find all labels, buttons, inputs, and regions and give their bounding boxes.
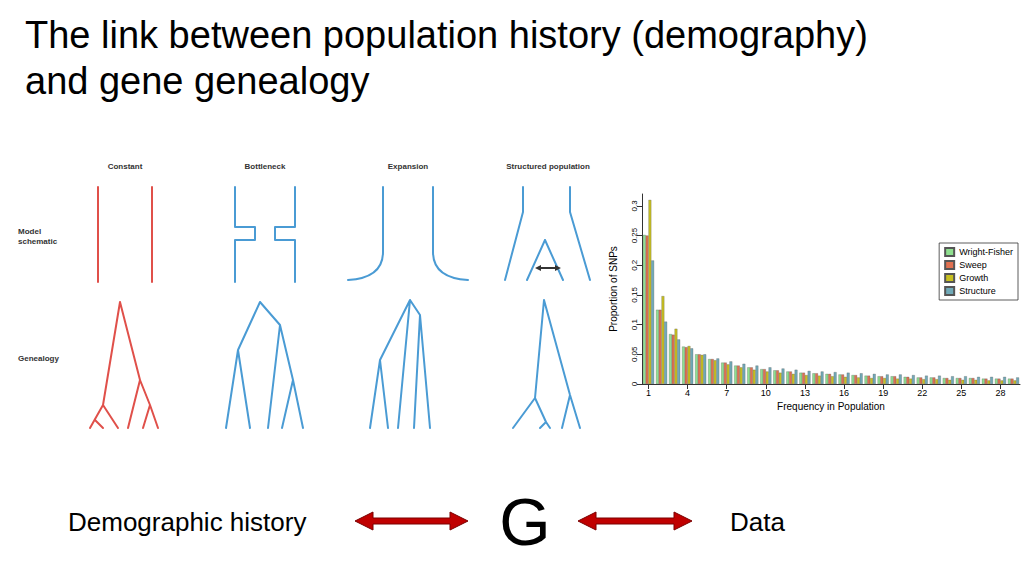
svg-text:1: 1 xyxy=(646,388,651,398)
svg-text:The link between population hi: The link between population history (dem… xyxy=(25,14,868,56)
svg-text:0.3: 0.3 xyxy=(630,200,639,212)
svg-text:Genealogy: Genealogy xyxy=(18,354,59,363)
svg-text:Demographic history: Demographic history xyxy=(68,507,306,537)
svg-text:25: 25 xyxy=(956,388,966,398)
svg-text:Wright-Fisher: Wright-Fisher xyxy=(959,247,1013,257)
svg-text:Growth: Growth xyxy=(959,273,988,283)
svg-text:0.25: 0.25 xyxy=(630,227,639,243)
svg-text:4: 4 xyxy=(685,388,690,398)
svg-text:Sweep: Sweep xyxy=(959,260,987,270)
svg-text:0.15: 0.15 xyxy=(630,287,639,303)
svg-text:22: 22 xyxy=(917,388,927,398)
svg-text:Bottleneck: Bottleneck xyxy=(245,162,286,171)
svg-text:0.2: 0.2 xyxy=(630,259,639,271)
svg-text:19: 19 xyxy=(878,388,888,398)
svg-text:Data: Data xyxy=(730,507,785,537)
svg-text:7: 7 xyxy=(724,388,729,398)
svg-text:Frequency in Population: Frequency in Population xyxy=(777,401,885,412)
svg-text:0: 0 xyxy=(630,381,639,386)
svg-text:Structure: Structure xyxy=(959,286,996,296)
svg-text:0.05: 0.05 xyxy=(630,346,639,362)
svg-text:Model: Model xyxy=(18,227,41,236)
svg-text:0.1: 0.1 xyxy=(630,319,639,331)
svg-text:16: 16 xyxy=(839,388,849,398)
svg-text:Constant: Constant xyxy=(108,162,143,171)
svg-text:Proportion of SNPs: Proportion of SNPs xyxy=(608,246,619,332)
svg-text:10: 10 xyxy=(761,388,771,398)
svg-text:Structured population: Structured population xyxy=(506,162,590,171)
svg-text:and gene genealogy: and gene genealogy xyxy=(25,60,369,102)
svg-text:schematic: schematic xyxy=(18,237,58,246)
svg-text:13: 13 xyxy=(800,388,810,398)
svg-text:Expansion: Expansion xyxy=(388,162,429,171)
svg-text:G: G xyxy=(499,485,550,559)
svg-text:28: 28 xyxy=(995,388,1005,398)
